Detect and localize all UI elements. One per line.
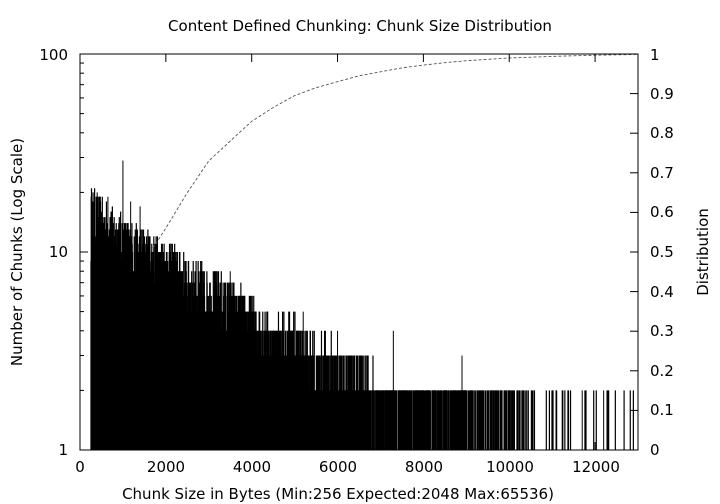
y2-tick-label-0.9: 0.9 (650, 85, 674, 103)
y2-tick-label-0.4: 0.4 (650, 283, 674, 301)
y-tick-label-10: 10 (49, 243, 68, 261)
x-tick-label-10000: 10000 (486, 458, 534, 476)
x-tick-label-4000: 4000 (233, 458, 271, 476)
y2-tick-label-0.1: 0.1 (650, 401, 674, 419)
cdf-line (152, 53, 639, 249)
chart-title: Content Defined Chunking: Chunk Size Dis… (168, 17, 552, 35)
x-tick-label-2000: 2000 (147, 458, 185, 476)
y2-tick-label-0.6: 0.6 (650, 203, 674, 221)
y2-tick-label-0.3: 0.3 (650, 322, 674, 340)
y2-tick-label-1: 1 (650, 46, 660, 64)
y-axis-label: Number of Chunks (Log Scale) (8, 138, 26, 366)
tick-marks (79, 53, 638, 451)
y-tick-label-1: 1 (58, 441, 68, 459)
x-axis-label: Chunk Size in Bytes (Min:256 Expected:20… (122, 485, 554, 503)
y2-tick-label-0.8: 0.8 (650, 124, 674, 142)
histogram-series (90, 160, 634, 450)
x-tick-label-12000: 12000 (572, 458, 620, 476)
y-tick-label-100: 100 (39, 46, 68, 64)
x-tick-label-0: 0 (75, 458, 85, 476)
x-tick-label-8000: 8000 (405, 458, 443, 476)
y2-tick-label-0.7: 0.7 (650, 164, 674, 182)
y2-axis-label: Distribution (694, 208, 712, 296)
y2-tick-label-0: 0 (650, 441, 660, 459)
y2-tick-label-0.5: 0.5 (650, 243, 674, 261)
x-tick-label-6000: 6000 (319, 458, 357, 476)
y2-tick-label-0.2: 0.2 (650, 362, 674, 380)
